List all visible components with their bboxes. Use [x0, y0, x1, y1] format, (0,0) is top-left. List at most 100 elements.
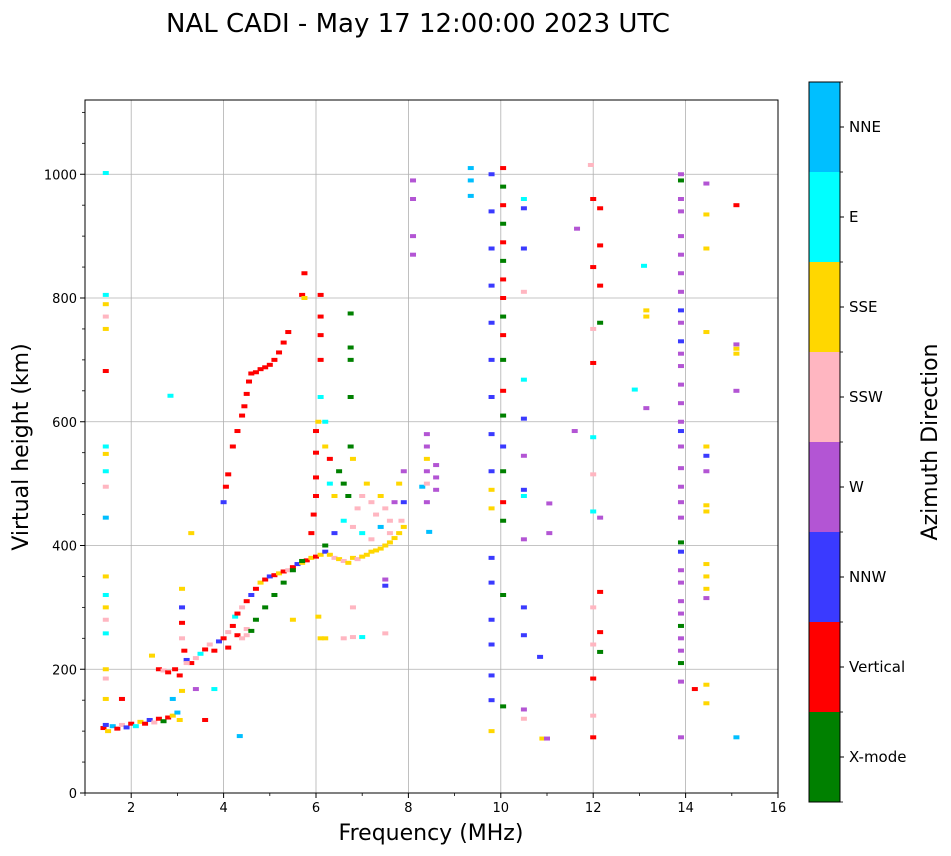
- echo-point: [643, 314, 650, 319]
- echo-point: [322, 444, 329, 449]
- echo-point: [248, 371, 255, 376]
- echo-point: [643, 308, 650, 313]
- echo-point: [500, 296, 507, 300]
- echo-point: [303, 558, 310, 563]
- echo-point: [423, 500, 430, 505]
- echo-point: [410, 252, 417, 257]
- echo-point: [243, 633, 250, 638]
- echo-point: [590, 472, 597, 477]
- y-tick-label: 200: [52, 663, 77, 678]
- echo-point: [677, 351, 684, 356]
- echo-point: [102, 326, 109, 331]
- echo-point: [500, 314, 507, 319]
- echo-point: [500, 277, 507, 282]
- echo-point: [118, 696, 125, 701]
- echo-point: [488, 469, 495, 474]
- echo-point: [631, 387, 638, 392]
- echo-point: [102, 292, 109, 297]
- echo-point: [703, 246, 710, 251]
- echo-point: [363, 481, 370, 486]
- echo-point: [703, 586, 710, 591]
- echo-point: [423, 432, 430, 437]
- echo-point: [315, 614, 322, 619]
- colorbar-label: SSE: [849, 298, 878, 316]
- echo-point: [155, 667, 162, 672]
- echo-point: [262, 577, 269, 582]
- echo-point: [500, 500, 507, 505]
- echo-point: [391, 500, 398, 505]
- echo-point: [703, 503, 710, 508]
- colorbar-label: NNW: [849, 568, 886, 586]
- echo-point: [354, 557, 361, 562]
- echo-point: [597, 320, 604, 325]
- echo-point: [488, 172, 495, 177]
- echo-point: [252, 617, 259, 622]
- echo-point: [146, 717, 153, 722]
- echo-point: [500, 240, 507, 245]
- echo-point: [172, 667, 179, 672]
- echo-point: [368, 549, 375, 554]
- echo-point: [400, 469, 407, 474]
- echo-point: [520, 289, 527, 294]
- echo-point: [677, 209, 684, 214]
- echo-point: [703, 701, 710, 706]
- echo-point: [347, 357, 354, 362]
- echo-point: [590, 360, 597, 365]
- echo-point: [248, 628, 255, 633]
- echo-point: [151, 720, 158, 725]
- echo-point: [546, 531, 553, 536]
- echo-point: [102, 369, 109, 374]
- echo-point: [410, 178, 417, 183]
- echo-point: [488, 283, 495, 288]
- echo-point: [220, 636, 227, 641]
- echo-point: [276, 571, 283, 576]
- echo-point: [677, 308, 684, 313]
- echo-point: [241, 404, 248, 409]
- echo-point: [310, 512, 317, 517]
- echo-point: [368, 500, 375, 505]
- echo-point: [703, 212, 710, 217]
- echo-point: [590, 735, 597, 740]
- echo-point: [467, 178, 474, 183]
- echo-point: [285, 330, 292, 335]
- echo-point: [677, 580, 684, 585]
- echo-point: [308, 555, 315, 560]
- echo-point: [677, 172, 684, 177]
- echo-point: [677, 484, 684, 489]
- echo-point: [280, 569, 287, 574]
- echo-point: [500, 518, 507, 523]
- echo-point: [590, 509, 597, 514]
- echo-point: [192, 687, 199, 692]
- echo-point: [322, 543, 329, 548]
- echo-point: [500, 221, 507, 226]
- echo-point: [677, 197, 684, 201]
- echo-point: [326, 481, 333, 486]
- echo-point: [102, 696, 109, 701]
- echo-point: [733, 735, 740, 740]
- echo-point: [102, 171, 109, 176]
- echo-point: [340, 518, 347, 523]
- echo-point: [349, 555, 356, 560]
- echo-point: [488, 673, 495, 678]
- echo-point: [539, 736, 546, 741]
- echo-point: [520, 487, 527, 492]
- x-tick-label: 2: [127, 801, 135, 816]
- echo-point: [597, 649, 604, 654]
- echo-point: [377, 546, 384, 551]
- echo-point: [252, 370, 259, 375]
- echo-point: [520, 537, 527, 542]
- echo-point: [349, 524, 356, 529]
- x-tick-label: 8: [404, 801, 412, 816]
- echo-point: [500, 258, 507, 263]
- echo-point: [179, 620, 186, 625]
- echo-point: [677, 735, 684, 740]
- echo-point: [386, 540, 393, 545]
- echo-point: [396, 481, 403, 486]
- echo-point: [349, 456, 356, 461]
- echo-point: [315, 419, 322, 424]
- echo-point: [677, 382, 684, 387]
- echo-point: [102, 676, 109, 681]
- echo-point: [102, 631, 109, 636]
- echo-point: [132, 724, 139, 729]
